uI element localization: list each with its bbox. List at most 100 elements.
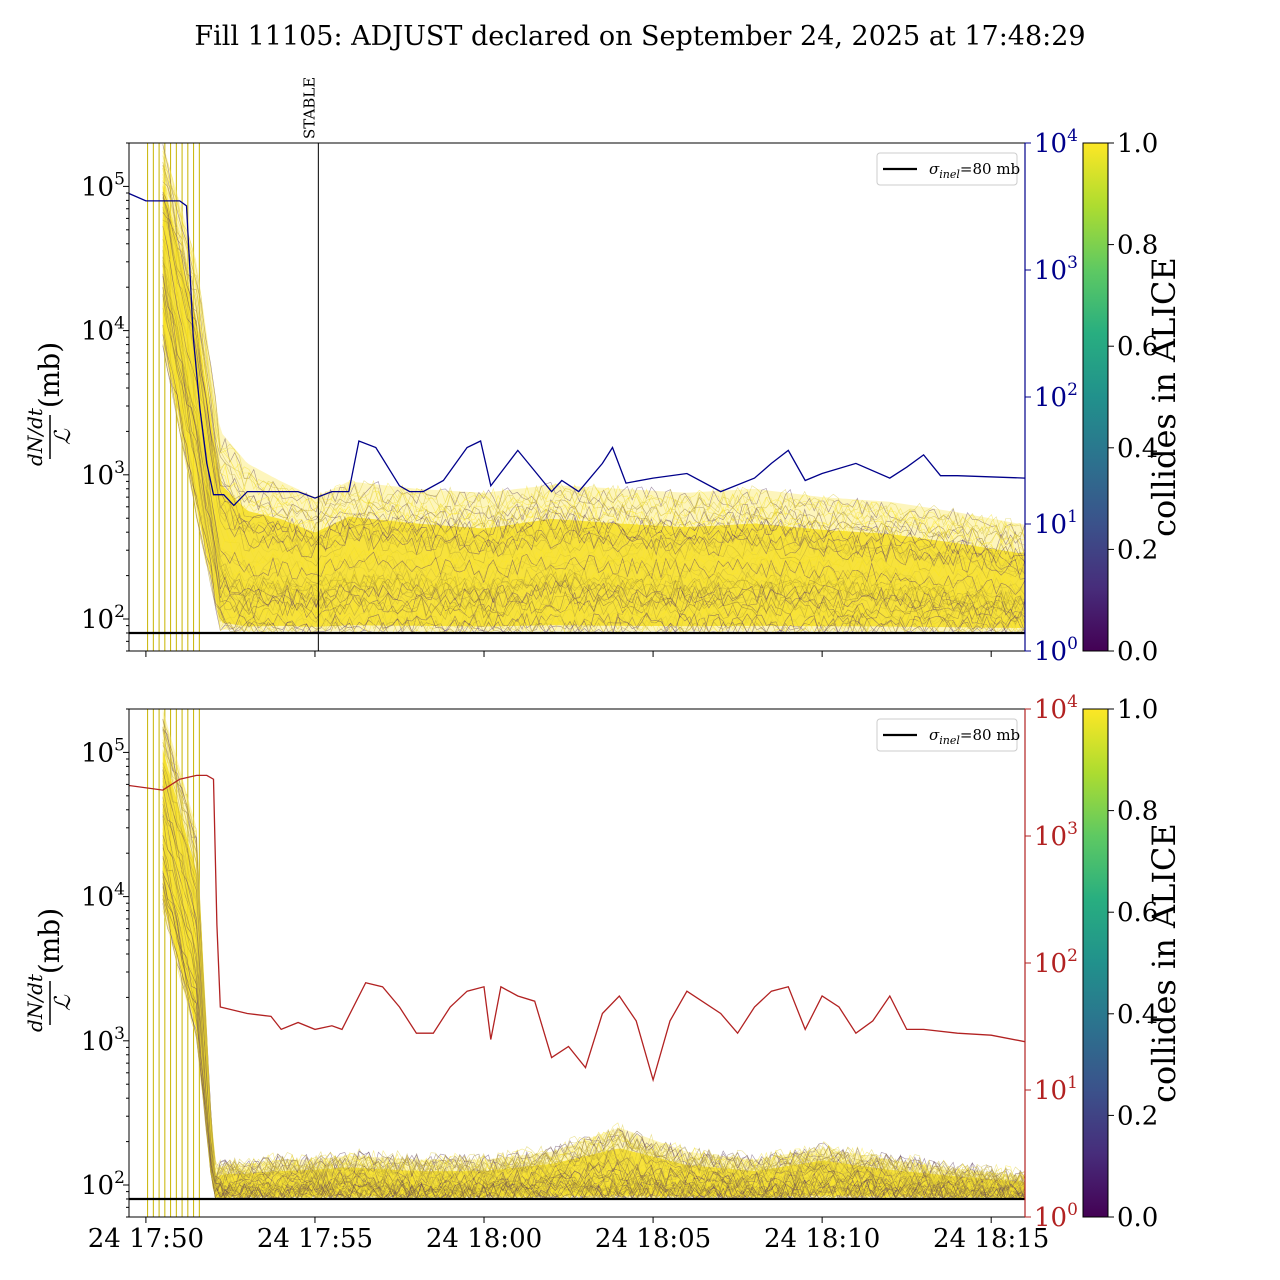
trace-line [162, 741, 1025, 1189]
trace-line [162, 246, 1025, 605]
ylabel-denominator: ℒ [51, 428, 76, 445]
colorbar [1082, 142, 1109, 652]
trace-line [162, 275, 1025, 618]
xtick-label: 24 17:50 [88, 1224, 204, 1254]
trace-line [162, 818, 1025, 1200]
trace-line [162, 786, 1025, 1196]
y2tick-label: 100 [1034, 634, 1078, 667]
trace-line [162, 815, 1025, 1200]
ytick-label: 102 [81, 602, 125, 635]
trace-line [162, 275, 1025, 619]
colorbar-tick-label: 1.0 [1117, 695, 1158, 725]
trace-line [162, 780, 1025, 1195]
trace-line [162, 265, 1025, 616]
trace-line [162, 249, 1025, 609]
trace-line [162, 766, 1025, 1193]
trace-line [162, 201, 1025, 575]
trace-line [162, 209, 1025, 574]
band-inner [162, 749, 1025, 1197]
xtick-label: 24 18:00 [426, 1224, 542, 1254]
plot-area [129, 143, 1025, 651]
trace-line [162, 726, 1025, 1186]
colorbar-label: collides in ALICE [1145, 257, 1183, 537]
colorbar-tick-label: 0.0 [1117, 637, 1158, 667]
trace-line [162, 727, 1025, 1188]
y2tick-label: 100 [1034, 1200, 1078, 1233]
trace-line [162, 776, 1025, 1192]
trace-line [162, 238, 1025, 598]
colorbar [1082, 708, 1109, 1218]
colorbar-tick-label: 0.2 [1117, 535, 1158, 565]
bottom-panel: 102 103 104 105 100 101 102 103 104 24 17:50 24 17… [23, 692, 1183, 1254]
trace-line [162, 164, 1025, 555]
trace-line [162, 207, 1025, 581]
trace-line [162, 778, 1025, 1196]
colorbar-tick-label: 0.6 [1117, 898, 1158, 928]
trace-line [162, 763, 1025, 1190]
trace-line [162, 762, 1025, 1192]
ytick-label: 103 [81, 1024, 125, 1057]
ylabel-denominator: ℒ [51, 994, 76, 1011]
trace-line [162, 745, 1025, 1188]
trace-line [162, 162, 1025, 538]
y2tick-label: 102 [1034, 380, 1078, 413]
y2tick-label: 103 [1034, 253, 1078, 286]
trace-line [162, 155, 1025, 540]
trace-line [162, 287, 1025, 618]
y2tick-label: 101 [1034, 1073, 1078, 1106]
xtick-label: 24 17:55 [257, 1224, 373, 1254]
ytick-label: 105 [81, 735, 125, 768]
ytick-label: 102 [81, 1168, 125, 1201]
trace-line [162, 797, 1025, 1200]
trace-line [162, 294, 1025, 625]
ylabel-numerator: dN/dt [23, 407, 47, 466]
ytick-label: 105 [81, 169, 125, 202]
colorbar-tick-label: 0.2 [1117, 1101, 1158, 1131]
legend-box [876, 152, 1018, 186]
trace-line [162, 223, 1025, 593]
colorbar-tick-label: 0.8 [1117, 797, 1158, 827]
band-inner [162, 183, 1025, 629]
trace-line [162, 719, 1025, 1185]
trace-line [162, 728, 1025, 1189]
trace-line [162, 718, 1025, 1189]
trace-line [162, 167, 1025, 547]
luminosity-line [129, 774, 1025, 1083]
trace-line [162, 193, 1025, 569]
trace-line [162, 769, 1025, 1194]
luminosity-line [129, 192, 1025, 507]
trace-line [162, 168, 1025, 555]
legend-label: σinel=80 mb [929, 160, 1020, 181]
y2tick-label: 104 [1034, 692, 1078, 725]
axes-frame [128, 708, 1026, 1218]
xtick-label: 24 18:15 [933, 1224, 1049, 1254]
colorbar-tick-label: 0.4 [1117, 434, 1158, 464]
trace-line [162, 236, 1025, 594]
ylabel-unit: (mb) [33, 908, 66, 974]
y2tick-label: 104 [1034, 126, 1078, 159]
trace-line [162, 166, 1025, 544]
colorbar-tick-label: 0.6 [1117, 332, 1158, 362]
ytick-label: 104 [81, 880, 125, 913]
colorbar-tick-label: 1.0 [1117, 129, 1158, 159]
trace-line [162, 739, 1025, 1191]
trace-line [162, 727, 1025, 1187]
trace-line [162, 161, 1025, 540]
trace-line [162, 773, 1025, 1194]
trace-line [162, 263, 1025, 609]
ytick-label: 104 [81, 314, 125, 347]
trace-line [162, 886, 1025, 1200]
xtick-label: 24 18:10 [764, 1224, 880, 1254]
stable-label: STABLE [300, 77, 318, 139]
trace-line [162, 266, 1025, 612]
trace-line [162, 903, 1025, 1200]
trace-line [162, 258, 1025, 611]
trace-line [162, 742, 1025, 1190]
xtick-label: 24 18:05 [595, 1224, 711, 1254]
ylabel-numerator: dN/dt [23, 973, 47, 1032]
trace-line [162, 264, 1025, 609]
top-panel: STABLE 102 103 104 105 100 101 102 103 104 dN/dt ℒ (… [23, 77, 1183, 667]
trace-line [162, 808, 1025, 1200]
trace-line [162, 177, 1025, 554]
